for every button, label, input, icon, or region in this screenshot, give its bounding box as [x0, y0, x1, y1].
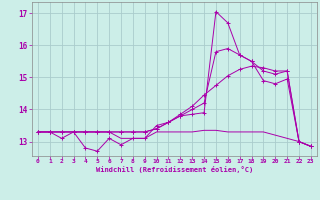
X-axis label: Windchill (Refroidissement éolien,°C): Windchill (Refroidissement éolien,°C) — [96, 166, 253, 173]
